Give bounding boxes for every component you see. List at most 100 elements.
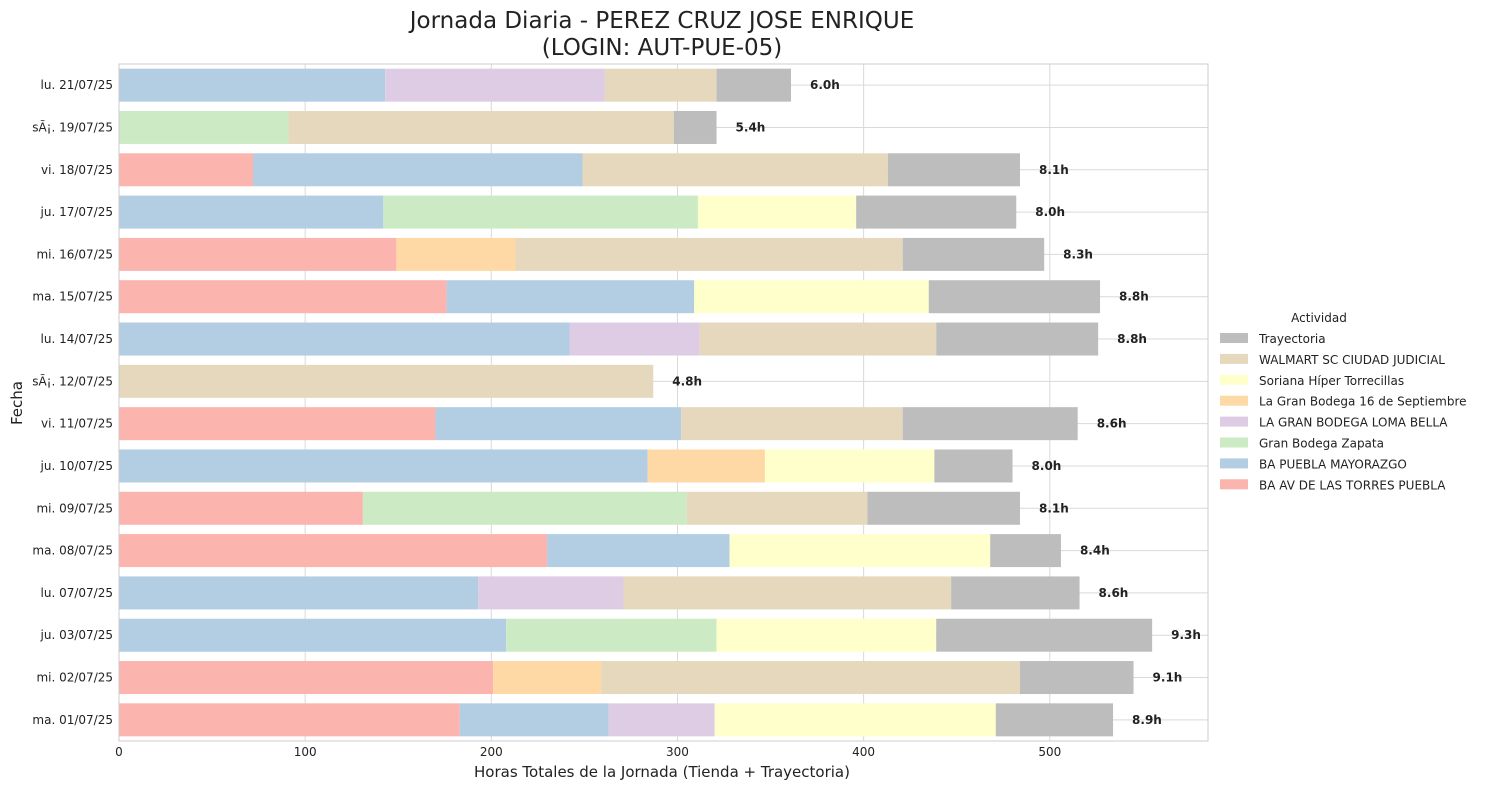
y-tick-label: vi. 18/07/25 bbox=[41, 163, 113, 177]
total-data-label: 8.0h bbox=[1035, 205, 1065, 219]
y-tick-label: sÃ¡. 12/07/25 bbox=[32, 373, 113, 388]
bar-segment bbox=[119, 110, 289, 144]
legend-swatch bbox=[1220, 479, 1248, 490]
bar-segment bbox=[493, 661, 602, 695]
legend-swatch bbox=[1220, 458, 1248, 469]
bar-segment bbox=[995, 703, 1114, 737]
bar-segment bbox=[686, 491, 868, 525]
y-tick-label: ju. 17/07/25 bbox=[40, 205, 113, 219]
bar-segment bbox=[119, 322, 570, 356]
total-data-label: 8.3h bbox=[1063, 247, 1093, 261]
bar-segment bbox=[547, 534, 730, 568]
total-data-label: 8.9h bbox=[1132, 713, 1162, 727]
bar-segment bbox=[385, 68, 605, 102]
total-data-label: 6.0h bbox=[810, 78, 840, 92]
bar-segment bbox=[764, 449, 935, 483]
bar-segment bbox=[601, 661, 1020, 695]
legend: Actividad Trayectoria WALMART SC CIUDAD J… bbox=[1220, 311, 1467, 492]
bar-segment bbox=[714, 703, 996, 737]
y-tick-label: mi. 16/07/25 bbox=[36, 247, 113, 261]
bar-segment bbox=[119, 68, 386, 102]
legend-swatch bbox=[1220, 395, 1248, 406]
y-tick-label: lu. 14/07/25 bbox=[41, 332, 113, 346]
bar-segment bbox=[119, 407, 436, 441]
bar-segment bbox=[729, 534, 991, 568]
bar-segment bbox=[119, 153, 254, 187]
total-data-label: 9.3h bbox=[1171, 628, 1201, 642]
bar-segment bbox=[934, 449, 1013, 483]
x-tick-label: 200 bbox=[480, 745, 503, 759]
bar-segment bbox=[647, 449, 765, 483]
bar-segment bbox=[119, 280, 447, 314]
bar-segment bbox=[951, 576, 1080, 610]
total-data-label: 8.4h bbox=[1080, 544, 1110, 558]
x-tick-label: 500 bbox=[1038, 745, 1061, 759]
bar-segment bbox=[694, 280, 929, 314]
total-data-label: 8.6h bbox=[1099, 586, 1129, 600]
bar-segment bbox=[253, 153, 583, 187]
bar-segment bbox=[459, 703, 609, 737]
bar-segment bbox=[396, 237, 516, 271]
bar-segment bbox=[681, 407, 903, 441]
x-tick-label: 0 bbox=[115, 745, 123, 759]
legend-entry: BA PUEBLA MAYORAZGO bbox=[1259, 457, 1407, 471]
bar-segment bbox=[928, 280, 1101, 314]
y-tick-label: mi. 02/07/25 bbox=[36, 671, 113, 685]
y-tick-label: ju. 03/07/25 bbox=[40, 628, 113, 642]
bar-segment bbox=[435, 407, 682, 441]
total-data-label: 9.1h bbox=[1153, 671, 1183, 685]
total-data-label: 8.8h bbox=[1117, 332, 1147, 346]
bar-segment bbox=[990, 534, 1061, 568]
x-axis-label: Horas Totales de la Jornada (Tienda + Tr… bbox=[474, 763, 850, 781]
y-tick-label: ma. 08/07/25 bbox=[32, 544, 113, 558]
bar-segment bbox=[119, 237, 397, 271]
bar-segment bbox=[697, 195, 857, 229]
bar-segment bbox=[699, 322, 937, 356]
legend-entry: BA AV DE LAS TORRES PUEBLA bbox=[1259, 478, 1446, 492]
bar-segment bbox=[119, 576, 479, 610]
total-data-label: 5.4h bbox=[736, 120, 766, 134]
total-data-label: 8.1h bbox=[1039, 163, 1069, 177]
bar-segment bbox=[119, 491, 363, 525]
legend-entry: Gran Bodega Zapata bbox=[1259, 437, 1384, 451]
bar-segment bbox=[288, 110, 674, 144]
bar-segment bbox=[119, 534, 548, 568]
bar-segment bbox=[887, 153, 1020, 187]
bar-segment bbox=[119, 618, 507, 652]
axes-layer: 0 100 200 300 400 500 lu. 21/07/25 sÃ¡. 19/07/2… bbox=[32, 78, 1061, 759]
x-tick-label: 400 bbox=[852, 745, 875, 759]
bars-layer bbox=[119, 68, 1153, 737]
legend-swatch bbox=[1220, 333, 1248, 343]
legend-entry: Soriana Híper Torrecillas bbox=[1259, 374, 1404, 388]
x-tick-label: 300 bbox=[666, 745, 689, 759]
chart-title-line1: Jornada Diaria - PEREZ CRUZ JOSE ENRIQUE bbox=[408, 8, 914, 34]
bar-segment bbox=[506, 618, 717, 652]
bar-segment bbox=[478, 576, 624, 610]
bar-segment bbox=[716, 618, 937, 652]
total-data-label: 8.8h bbox=[1119, 290, 1149, 304]
bar-segment bbox=[119, 195, 384, 229]
total-data-label: 8.0h bbox=[1032, 459, 1062, 473]
bar-segment bbox=[936, 322, 1099, 356]
bar-segment bbox=[119, 703, 460, 737]
bar-segment bbox=[383, 195, 698, 229]
legend-entry: LA GRAN BODEGA LOMA BELLA bbox=[1259, 416, 1448, 430]
bar-segment bbox=[716, 68, 792, 102]
total-data-label: 8.6h bbox=[1097, 417, 1127, 431]
bar-segment bbox=[569, 322, 700, 356]
labels-layer: 6.0h 5.4h 8.1h 8.0h 8.3h 8.8h 8.8h 4.8h 8.6h 8.0h… bbox=[672, 78, 1201, 727]
total-data-label: 4.8h bbox=[672, 374, 702, 388]
legend-entry: WALMART SC CIUDAD JUDICIAL bbox=[1259, 353, 1445, 367]
legend-entry: Trayectoria bbox=[1258, 332, 1326, 346]
bar-segment bbox=[936, 618, 1153, 652]
legend-entry: La Gran Bodega 16 de Septiembre bbox=[1259, 395, 1467, 409]
legend-title: Actividad bbox=[1291, 311, 1347, 325]
plot-frame bbox=[118, 63, 1209, 742]
bar-segment bbox=[119, 449, 648, 483]
y-axis-label: Fecha bbox=[8, 381, 26, 425]
bar-segment bbox=[119, 364, 654, 398]
y-tick-label: vi. 11/07/25 bbox=[41, 417, 113, 431]
y-tick-label: sÃ¡. 19/07/25 bbox=[32, 119, 113, 134]
